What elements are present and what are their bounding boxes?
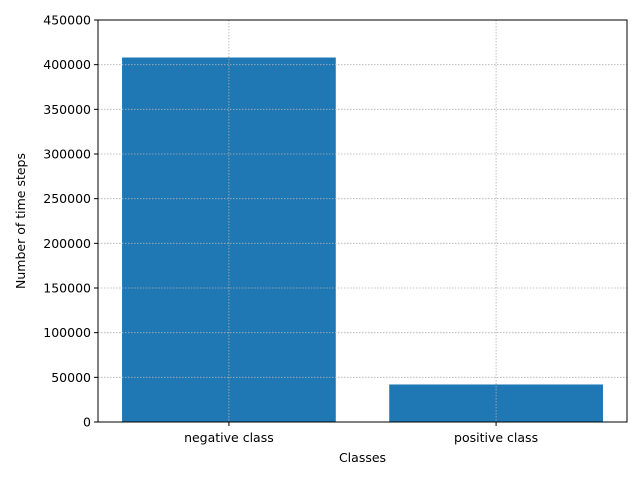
y-tick-label: 150000 [43, 281, 91, 296]
bar-positive-class [389, 384, 603, 422]
y-tick-label: 350000 [43, 102, 91, 117]
y-tick-label: 200000 [43, 236, 91, 251]
y-axis-label: Number of time steps [13, 153, 28, 289]
y-axis: 0 50000 100000 150000 200000 250000 300000 3500… [43, 13, 98, 430]
y-tick-label: 100000 [43, 325, 91, 340]
y-tick-label: 0 [83, 415, 91, 430]
x-axis: negative class positive class [184, 422, 538, 445]
y-tick-label: 400000 [43, 57, 91, 72]
plot-frame [97, 19, 628, 423]
x-axis-label: Classes [339, 450, 386, 465]
y-tick-label: 300000 [43, 147, 91, 162]
y-tick-label: 450000 [43, 13, 91, 28]
y-tick-label: 50000 [51, 370, 91, 385]
y-tick-label: 250000 [43, 191, 91, 206]
x-tick-label: negative class [184, 430, 274, 445]
bars [122, 57, 603, 423]
x-tick-label: positive class [454, 430, 538, 445]
